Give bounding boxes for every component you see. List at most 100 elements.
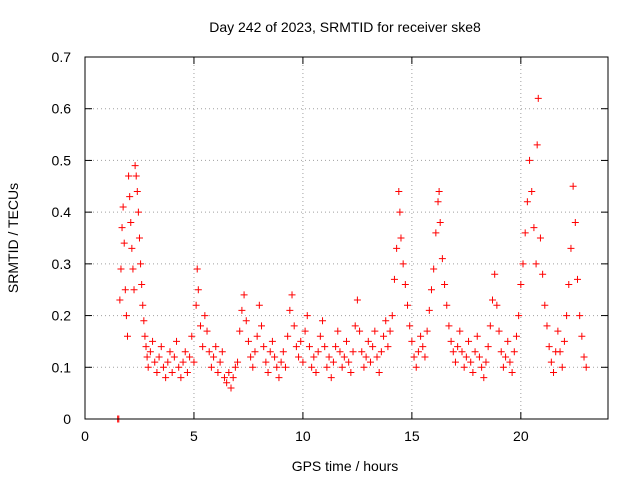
data-point bbox=[139, 301, 147, 309]
data-point bbox=[396, 208, 404, 216]
data-point bbox=[193, 265, 201, 273]
data-point bbox=[482, 358, 490, 366]
data-point bbox=[301, 327, 309, 335]
data-point bbox=[434, 198, 442, 206]
data-point bbox=[382, 317, 390, 325]
x-tick-label: 15 bbox=[404, 428, 420, 444]
data-point bbox=[295, 353, 303, 361]
data-point bbox=[225, 368, 233, 376]
data-point bbox=[384, 343, 392, 351]
data-point bbox=[310, 353, 318, 361]
data-point bbox=[419, 343, 427, 351]
data-point bbox=[162, 374, 170, 382]
data-point bbox=[430, 265, 438, 273]
x-axis-label: GPS time / hours bbox=[292, 458, 399, 474]
data-point bbox=[371, 327, 379, 335]
data-point bbox=[123, 332, 131, 340]
data-point bbox=[469, 368, 477, 376]
data-point bbox=[534, 94, 542, 102]
data-point bbox=[438, 255, 446, 263]
data-point bbox=[386, 327, 394, 335]
data-point bbox=[249, 363, 257, 371]
data-point bbox=[140, 317, 148, 325]
data-point bbox=[186, 353, 194, 361]
data-point bbox=[234, 358, 242, 366]
data-point bbox=[480, 374, 488, 382]
data-point bbox=[491, 270, 499, 278]
data-point bbox=[515, 312, 523, 320]
data-point bbox=[349, 348, 357, 356]
data-point bbox=[495, 327, 503, 335]
data-point bbox=[271, 353, 279, 361]
data-point bbox=[218, 348, 226, 356]
data-point bbox=[563, 312, 571, 320]
data-point bbox=[130, 286, 138, 294]
data-point bbox=[299, 358, 307, 366]
data-point bbox=[406, 322, 414, 330]
data-point bbox=[207, 363, 215, 371]
data-point bbox=[547, 358, 555, 366]
x-tick-label: 10 bbox=[295, 428, 311, 444]
data-point bbox=[240, 291, 248, 299]
data-point bbox=[493, 301, 501, 309]
data-point bbox=[132, 172, 140, 180]
data-point bbox=[580, 353, 588, 361]
data-point bbox=[404, 301, 412, 309]
data-point bbox=[545, 343, 553, 351]
data-point bbox=[157, 343, 165, 351]
ticks: 0 0.1 0.2 0.3 0.4 0.5 0.6 0.7 0 5 10 15 20 bbox=[52, 49, 608, 444]
data-point bbox=[166, 348, 174, 356]
data-point bbox=[380, 332, 388, 340]
data-point bbox=[144, 363, 152, 371]
y-tick-label: 0.4 bbox=[52, 204, 72, 220]
data-point bbox=[397, 234, 405, 242]
data-point bbox=[519, 260, 527, 268]
data-point bbox=[231, 363, 239, 371]
data-point bbox=[122, 312, 130, 320]
data-point bbox=[142, 343, 150, 351]
data-point bbox=[194, 286, 202, 294]
data-point bbox=[556, 348, 564, 356]
data-points bbox=[114, 94, 590, 423]
data-point bbox=[517, 281, 525, 289]
data-point bbox=[377, 348, 385, 356]
data-point bbox=[353, 296, 361, 304]
data-point bbox=[456, 327, 464, 335]
data-point bbox=[543, 322, 551, 330]
data-point bbox=[125, 172, 133, 180]
data-point bbox=[471, 348, 479, 356]
data-point bbox=[332, 343, 340, 351]
data-point bbox=[351, 322, 359, 330]
data-point bbox=[451, 358, 459, 366]
data-point bbox=[214, 368, 222, 376]
data-point bbox=[192, 301, 200, 309]
data-point bbox=[199, 343, 207, 351]
data-point bbox=[462, 353, 470, 361]
data-point bbox=[327, 374, 335, 382]
data-point bbox=[560, 337, 568, 345]
data-point bbox=[484, 343, 492, 351]
data-point bbox=[134, 208, 142, 216]
data-point bbox=[345, 358, 353, 366]
y-tick-label: 0.5 bbox=[52, 152, 72, 168]
data-point bbox=[284, 332, 292, 340]
data-point bbox=[338, 363, 346, 371]
data-point bbox=[458, 348, 466, 356]
data-point bbox=[454, 343, 462, 351]
data-point bbox=[499, 363, 507, 371]
data-point bbox=[504, 337, 512, 345]
data-point bbox=[506, 358, 514, 366]
data-point bbox=[521, 229, 529, 237]
data-point bbox=[131, 162, 139, 170]
grid bbox=[85, 57, 608, 419]
data-point bbox=[533, 141, 541, 149]
data-point bbox=[467, 358, 475, 366]
data-point bbox=[141, 332, 149, 340]
data-point bbox=[262, 358, 270, 366]
data-point bbox=[223, 379, 231, 387]
x-tick-label: 5 bbox=[190, 428, 198, 444]
data-point bbox=[425, 306, 433, 314]
data-point bbox=[393, 244, 401, 252]
data-point bbox=[258, 322, 266, 330]
